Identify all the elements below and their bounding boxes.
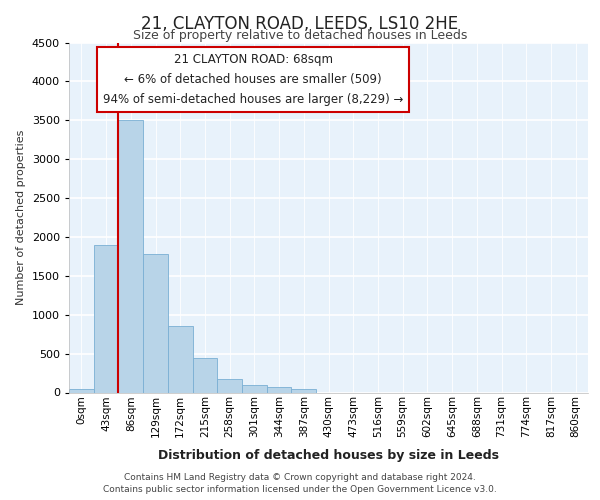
Y-axis label: Number of detached properties: Number of detached properties [16,130,26,305]
X-axis label: Distribution of detached houses by size in Leeds: Distribution of detached houses by size … [158,448,499,462]
Bar [242,384,267,392]
Bar [292,388,316,392]
Bar [94,244,118,392]
Bar [217,379,242,392]
Bar [143,254,168,392]
Bar [69,388,94,392]
Text: Contains HM Land Registry data © Crown copyright and database right 2024.: Contains HM Land Registry data © Crown c… [124,472,476,482]
Bar [118,120,143,392]
Bar [168,326,193,392]
Text: Size of property relative to detached houses in Leeds: Size of property relative to detached ho… [133,29,467,42]
Text: 21, CLAYTON ROAD, LEEDS, LS10 2HE: 21, CLAYTON ROAD, LEEDS, LS10 2HE [142,15,458,33]
Text: 21 CLAYTON ROAD: 68sqm
← 6% of detached houses are smaller (509)
94% of semi-det: 21 CLAYTON ROAD: 68sqm ← 6% of detached … [103,53,403,106]
Bar [193,358,217,392]
Text: Contains public sector information licensed under the Open Government Licence v3: Contains public sector information licen… [103,485,497,494]
Bar [267,388,292,392]
